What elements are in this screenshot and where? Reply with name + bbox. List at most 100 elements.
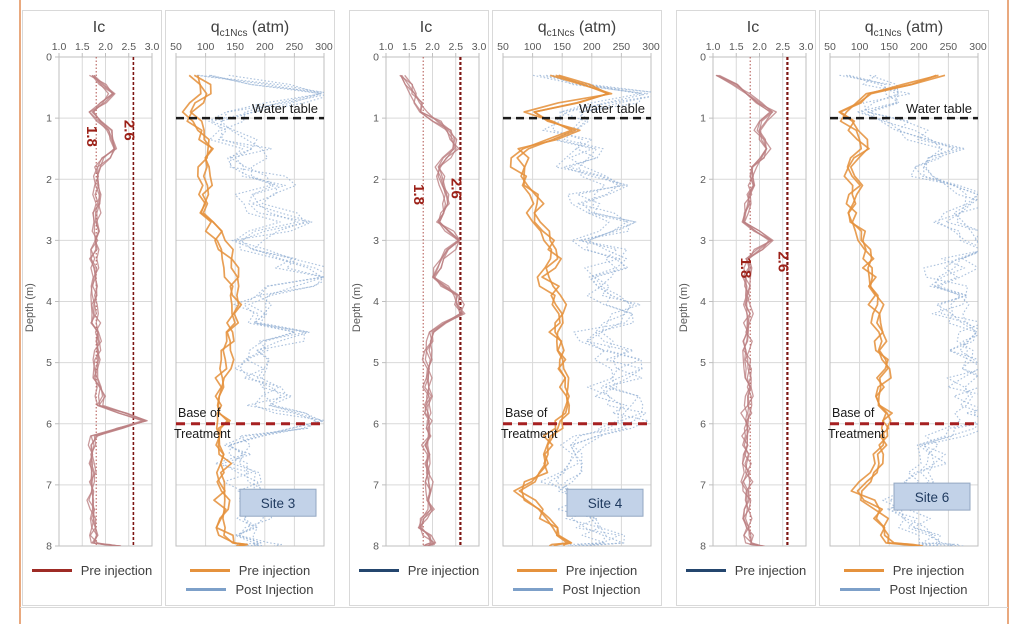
post-injection-traces [532, 74, 651, 546]
pre-injection-traces [86, 74, 148, 546]
svg-text:150: 150 [880, 41, 898, 53]
svg-text:4: 4 [373, 296, 379, 308]
ic-chart-site-4: 1.0 1.5 2.0 2.5 3.0 0 1 2 3 4 5 6 7 8 Depth (m) 1.8 2.6 [351, 41, 487, 553]
right-accent-border [1007, 0, 1009, 624]
svg-text:7: 7 [373, 479, 379, 491]
svg-text:1.5: 1.5 [75, 41, 90, 53]
legend-label: Post Injection [235, 582, 314, 597]
ic-ref-label-2.6: 2.6 [120, 120, 137, 141]
svg-text:300: 300 [969, 41, 987, 53]
svg-text:1.0: 1.0 [52, 41, 67, 53]
legend-line-swatch [843, 569, 884, 572]
svg-text:8: 8 [46, 541, 52, 553]
legend-line-swatch [840, 588, 881, 591]
svg-text:2: 2 [373, 174, 379, 186]
ic-ref-label-1.8: 1.8 [410, 184, 427, 205]
svg-text:300: 300 [315, 41, 333, 53]
svg-text:3.0: 3.0 [472, 41, 487, 53]
svg-text:1.5: 1.5 [729, 41, 744, 53]
svg-text:3: 3 [46, 235, 52, 247]
legend-label: Pre injection [238, 563, 311, 578]
svg-text:250: 250 [940, 41, 958, 53]
panel-title: qc1Ncs (atm) [864, 19, 944, 40]
svg-text:6: 6 [373, 418, 379, 430]
svg-text:200: 200 [256, 41, 274, 53]
legend-line-swatch [186, 588, 227, 591]
site-label: Site 6 [893, 482, 971, 511]
svg-text:1: 1 [373, 113, 379, 125]
post-injection-traces [839, 74, 978, 546]
panel-title: Ic [92, 19, 106, 36]
svg-text:2.5: 2.5 [775, 41, 790, 53]
legend-label: Pre injection [565, 563, 638, 578]
svg-text:50: 50 [497, 41, 509, 53]
legend-label: Post Injection [889, 582, 968, 597]
svg-text:0: 0 [46, 52, 52, 64]
svg-text:3: 3 [700, 235, 706, 247]
svg-text:5: 5 [46, 357, 52, 369]
base-of-treatment-label: Base of Treatment [828, 406, 885, 441]
panel-qc-site-3: qc1Ncs (atm) 50 100 150 200 250 300 Water tabl… [165, 10, 335, 606]
svg-text:150: 150 [226, 41, 244, 53]
svg-text:2.5: 2.5 [448, 41, 463, 53]
depth-axis-label: Depth (m) [351, 283, 363, 332]
svg-text:6: 6 [46, 418, 52, 430]
panel-qc-site-4: qc1Ncs (atm) 50 100 150 200 250 300 Water tabl… [492, 10, 662, 606]
legend-line-swatch [189, 569, 230, 572]
svg-text:100: 100 [524, 41, 542, 53]
legend-line-swatch [685, 569, 726, 572]
panel-title: Ic [419, 19, 433, 36]
svg-text:Site 4: Site 4 [588, 496, 623, 511]
svg-text:150: 150 [553, 41, 571, 53]
panels-row: Ic 1.0 1.5 2.0 2.5 3.0 0 1 2 3 4 5 6 7 8 Depth (m) 1.8 2… [22, 10, 989, 606]
svg-text:7: 7 [700, 479, 706, 491]
svg-text:250: 250 [613, 41, 631, 53]
svg-text:8: 8 [700, 541, 706, 553]
legend-line-swatch [31, 569, 72, 572]
panel-title: Ic [746, 19, 760, 36]
legend-label: Pre injection [80, 563, 153, 578]
gridlines: 50 100 150 200 250 300 [497, 41, 660, 547]
pre-injection-traces [838, 74, 946, 546]
gridlines: 50 100 150 200 250 300 [170, 41, 333, 547]
pre-injection-traces [399, 74, 466, 546]
legend: Pre injection [350, 563, 488, 578]
site-label: Site 3 [239, 488, 317, 517]
svg-text:2.0: 2.0 [752, 41, 767, 53]
legend-item-post-injection: Post Injection [840, 582, 968, 597]
svg-text:7: 7 [46, 479, 52, 491]
site-label: Site 4 [566, 488, 644, 517]
water-table-label: Water table [906, 101, 972, 116]
svg-text:6: 6 [700, 418, 706, 430]
left-accent-border [19, 0, 21, 624]
legend-item-pre-injection: Pre injection [31, 563, 153, 578]
depth-axis-label: Depth (m) [678, 283, 690, 332]
svg-text:3.0: 3.0 [145, 41, 160, 53]
water-table-label: Water table [579, 101, 645, 116]
legend-label: Pre injection [892, 563, 965, 578]
svg-text:1: 1 [46, 113, 52, 125]
svg-text:1.0: 1.0 [706, 41, 721, 53]
svg-text:2: 2 [700, 174, 706, 186]
base-of-treatment-label: Base of Treatment [174, 406, 231, 441]
legend-item-pre-injection: Pre injection [358, 563, 479, 578]
ic-chart-site-6: 1.0 1.5 2.0 2.5 3.0 0 1 2 3 4 5 6 7 8 Depth (m) 1.8 2.6 [678, 41, 813, 553]
legend-line-swatch [516, 569, 557, 572]
svg-text:250: 250 [286, 41, 304, 53]
legend: Pre injection [23, 563, 161, 578]
legend: Pre injection [677, 563, 815, 578]
legend-item-post-injection: Post Injection [513, 582, 641, 597]
svg-text:0: 0 [373, 52, 379, 64]
legend: Pre injection Post Injection [493, 563, 661, 597]
svg-text:2.5: 2.5 [121, 41, 136, 53]
legend: Pre injection Post Injection [166, 563, 334, 597]
panel-ic-site-3: Ic 1.0 1.5 2.0 2.5 3.0 0 1 2 3 4 5 6 7 8 Depth (m) 1.8 2… [22, 10, 162, 606]
svg-text:1: 1 [700, 113, 706, 125]
svg-text:100: 100 [851, 41, 869, 53]
svg-text:1.0: 1.0 [379, 41, 394, 53]
panel-ic-site-4: Ic 1.0 1.5 2.0 2.5 3.0 0 1 2 3 4 5 6 7 8 Depth (m) 1.8 2… [349, 10, 489, 606]
svg-text:4: 4 [700, 296, 706, 308]
legend-line-swatch [513, 588, 554, 591]
qc-chart-site-6: 50 100 150 200 250 300 Water table Base of Treat… [824, 41, 987, 547]
qc-chart-site-3: 50 100 150 200 250 300 Water table Base of Treat… [170, 41, 333, 547]
